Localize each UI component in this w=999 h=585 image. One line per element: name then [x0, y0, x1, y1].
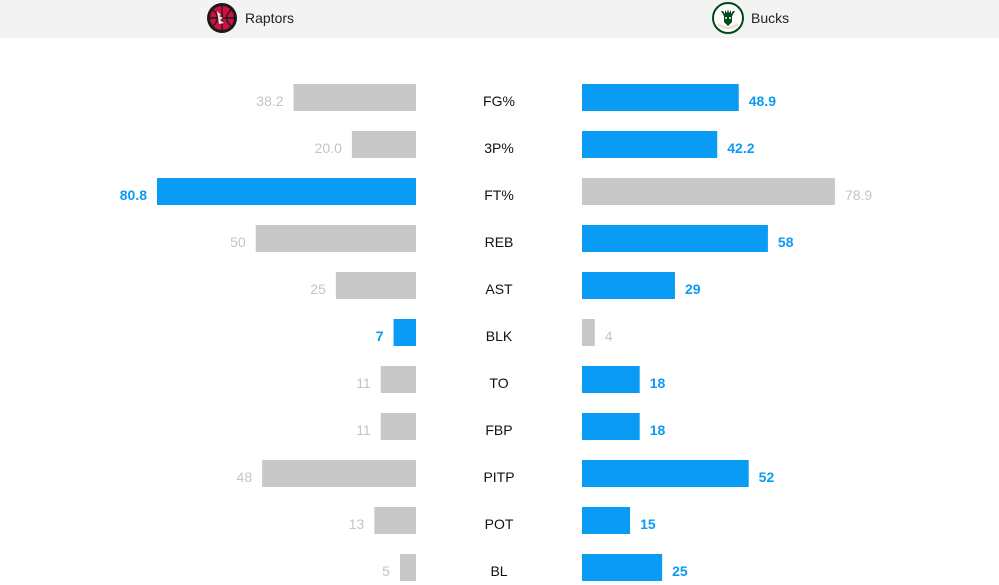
- team-raptors: Raptors: [206, 1, 294, 35]
- value-label-left: 5: [382, 563, 390, 579]
- bar-left: [335, 272, 416, 299]
- category-label: FG%: [483, 93, 515, 109]
- team-header: Raptors Bucks: [0, 0, 999, 38]
- bar-left: [399, 554, 416, 581]
- bar-right: [582, 178, 835, 205]
- left-team-name: Raptors: [245, 10, 295, 26]
- bar-left: [157, 178, 416, 205]
- value-label-left: 20.0: [315, 140, 342, 156]
- raptors-logo: [207, 3, 237, 33]
- bucks-logo: [712, 2, 744, 34]
- bar-right: [582, 225, 768, 252]
- bar-right: [582, 460, 749, 487]
- value-label-right: 4: [605, 328, 613, 344]
- value-label-left: 48: [237, 469, 253, 485]
- value-label-right: 18: [650, 375, 666, 391]
- value-label-left: 25: [310, 281, 326, 297]
- category-label: FT%: [484, 187, 514, 203]
- category-label: FBP: [485, 422, 512, 438]
- bar-left: [380, 413, 416, 440]
- category-label: POT: [485, 516, 514, 532]
- category-label: BL: [490, 563, 507, 579]
- bar-left: [351, 131, 416, 158]
- value-label-left: 13: [349, 516, 365, 532]
- value-label-left: 11: [356, 422, 371, 438]
- category-label: BLK: [486, 328, 513, 344]
- category-label: TO: [489, 375, 508, 391]
- bar-right: [582, 554, 663, 581]
- value-label-right: 42.2: [727, 140, 754, 156]
- bar-left: [393, 319, 416, 346]
- bar-left: [374, 507, 416, 534]
- category-label: 3P%: [484, 140, 514, 156]
- bar-left: [380, 366, 416, 393]
- bar-right: [582, 413, 640, 440]
- category-label: PITP: [483, 469, 514, 485]
- bar-right: [582, 84, 739, 111]
- bar-left: [293, 84, 416, 111]
- bar-left: [262, 460, 416, 487]
- category-label: REB: [485, 234, 514, 250]
- right-team-name: Bucks: [751, 10, 790, 26]
- bar-right: [582, 319, 595, 346]
- bar-right: [582, 366, 640, 393]
- bar-right: [582, 131, 718, 158]
- value-label-right: 18: [650, 422, 666, 438]
- value-label-right: 25: [672, 563, 688, 579]
- team-bucks: Bucks: [712, 1, 789, 35]
- value-label-left: 11: [356, 375, 371, 391]
- category-label: AST: [485, 281, 513, 297]
- value-label-right: 78.9: [845, 187, 872, 203]
- bar-left: [255, 225, 416, 252]
- bar-right: [582, 507, 631, 534]
- value-label-left: 38.2: [256, 93, 283, 109]
- value-label-left: 80.8: [120, 187, 147, 203]
- value-label-left: 7: [376, 328, 384, 344]
- value-label-left: 50: [230, 234, 246, 250]
- bar-right: [582, 272, 675, 299]
- value-label-right: 48.9: [749, 93, 776, 109]
- value-label-right: 15: [640, 516, 656, 532]
- value-label-right: 58: [778, 234, 794, 250]
- value-label-right: 29: [685, 281, 701, 297]
- value-label-right: 52: [759, 469, 775, 485]
